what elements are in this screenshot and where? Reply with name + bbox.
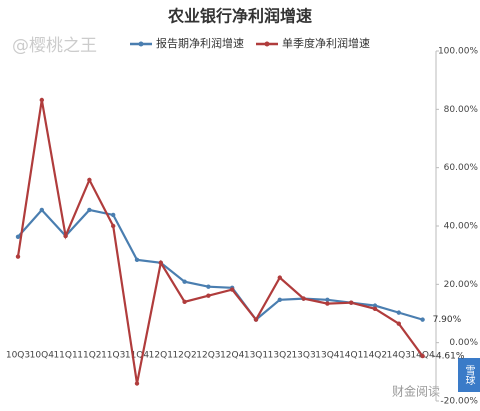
y-tick-label: 0.00% xyxy=(449,338,478,348)
x-tick-label: 11Q3 xyxy=(101,351,125,361)
point xyxy=(396,321,401,326)
x-tick-label: 12Q4 xyxy=(220,351,245,361)
point xyxy=(15,254,21,259)
value-label: -4.61% xyxy=(433,352,465,362)
point xyxy=(111,223,116,229)
point xyxy=(87,177,92,183)
point xyxy=(134,257,140,263)
x-tick-label: 14Q1 xyxy=(339,351,363,361)
point xyxy=(206,284,211,289)
x-tick-label: 12Q1 xyxy=(149,351,173,361)
point xyxy=(301,296,306,301)
value-label: 7.90% xyxy=(433,315,462,325)
point xyxy=(134,381,140,386)
point xyxy=(39,207,44,213)
legend-label: 单季度净利润增速 xyxy=(282,36,370,50)
point xyxy=(182,299,187,305)
legend-swatch xyxy=(264,41,270,47)
point xyxy=(372,303,378,308)
y-tick-label: 80.00% xyxy=(444,105,479,115)
y-tick-label: 20.00% xyxy=(444,280,479,290)
x-tick-label: 13Q2 xyxy=(268,351,292,361)
y-tick-label: -20.00% xyxy=(440,397,478,407)
point xyxy=(158,260,163,265)
x-tick-label: 11Q2 xyxy=(77,351,101,361)
point xyxy=(87,207,92,213)
point xyxy=(253,317,259,322)
point xyxy=(206,293,211,298)
y-tick-label: 100.00% xyxy=(438,47,478,57)
point xyxy=(396,310,401,315)
point xyxy=(420,353,425,359)
point xyxy=(277,297,282,302)
watermark: 财金阅读 xyxy=(392,384,440,399)
x-tick-label: 12Q3 xyxy=(196,351,220,361)
x-tick-label: 11Q4 xyxy=(125,351,150,361)
point xyxy=(230,287,235,292)
x-tick-label: 13Q1 xyxy=(244,351,268,361)
watermark: 雪球 xyxy=(463,365,475,385)
x-tick-label: 12Q2 xyxy=(172,351,196,361)
x-tick-label: 13Q4 xyxy=(315,351,340,361)
point xyxy=(15,234,21,239)
y-tick-label: 40.00% xyxy=(444,222,479,232)
point xyxy=(372,306,378,312)
badge xyxy=(458,358,480,392)
watermark: @樱桃之王 xyxy=(12,36,97,56)
point xyxy=(277,275,282,280)
y-tick-label: 60.00% xyxy=(444,163,479,173)
legend-swatch xyxy=(138,41,144,47)
point xyxy=(420,317,425,322)
point xyxy=(182,279,187,284)
legend-label: 报告期净利润增速 xyxy=(156,36,244,50)
x-tick-label: 14Q2 xyxy=(363,351,387,361)
point xyxy=(325,297,330,302)
chart-title: 农业银行净利润增速 xyxy=(167,7,312,26)
x-tick-label: 11Q1 xyxy=(53,351,77,361)
series-line xyxy=(16,99,424,384)
point xyxy=(325,301,330,306)
point xyxy=(39,97,44,103)
point xyxy=(63,233,68,239)
x-tick-label: 14Q3 xyxy=(387,351,411,361)
x-tick-label: 10Q4 xyxy=(30,351,55,361)
point xyxy=(111,212,116,218)
x-tick-label: 10Q3 xyxy=(6,351,30,361)
x-tick-label: 13Q3 xyxy=(291,351,315,361)
point xyxy=(349,300,354,305)
